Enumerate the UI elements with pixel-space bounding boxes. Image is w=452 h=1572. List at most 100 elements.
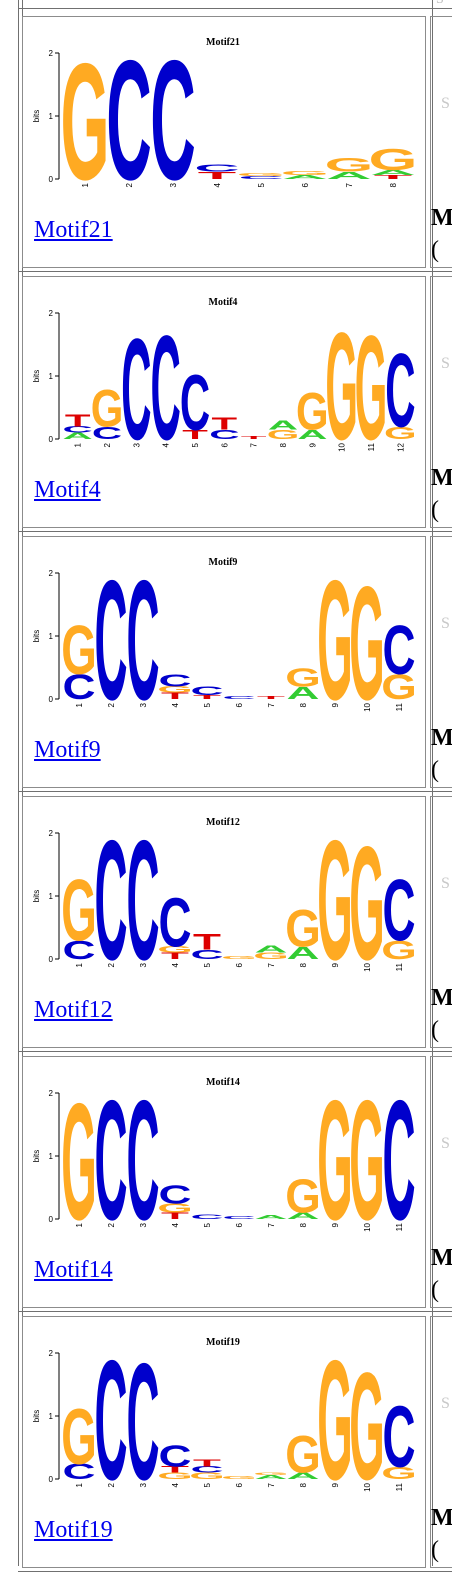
logo-letter: C (222, 695, 255, 700)
logo-letter: C (180, 360, 210, 447)
logo-letter: C (238, 175, 283, 180)
y-axis-label: bits (32, 110, 41, 122)
logo-letter: G (61, 861, 97, 959)
logo-letter: G (221, 955, 257, 960)
row-divider (18, 271, 452, 272)
motif-row: Motif14 2 1 0 bits G 1 C 2 C 3 T G C 4 C 5 C 6 A 7 A G 8 G 9 G 10 C 1… (18, 1052, 452, 1312)
y-tick-label: 1 (49, 1152, 54, 1161)
logo-letter: G (91, 380, 124, 439)
truncated-text: M (431, 465, 452, 491)
position-label: 3 (139, 962, 148, 967)
y-tick-label: 1 (49, 632, 54, 641)
y-axis-label: bits (32, 890, 41, 902)
logo-letter: G (157, 1201, 193, 1215)
logo-letter: C (106, 26, 151, 215)
logo-letter: C (190, 948, 223, 962)
side-glyph: S (441, 1395, 450, 1412)
logo-letter: C (382, 610, 415, 689)
motif-link[interactable]: Motif21 (34, 217, 113, 243)
y-tick-label: 1 (49, 112, 54, 121)
logo-letter: G (285, 1170, 321, 1223)
position-label: 4 (171, 962, 180, 967)
logo-letter: G (157, 1471, 193, 1481)
logo-letter: C (94, 1066, 127, 1255)
position-label: 9 (308, 442, 317, 447)
logo-letter: C (190, 1465, 223, 1475)
logo-letter: A (286, 1471, 319, 1481)
truncated-text: M (431, 205, 452, 231)
logo-letter: C (158, 1440, 191, 1474)
position-label: 4 (213, 182, 222, 187)
motif-link[interactable]: Motif14 (34, 1257, 113, 1283)
position-label: 5 (203, 1222, 212, 1227)
position-label: 3 (139, 1482, 148, 1487)
position-label: 2 (107, 1482, 116, 1487)
y-axis-label: bits (32, 630, 41, 642)
logo-letter: C (382, 861, 415, 959)
logo-letter: A (286, 1211, 319, 1221)
truncated-paren: ( (431, 497, 439, 523)
position-label: 2 (103, 442, 112, 447)
position-label: 11 (395, 962, 404, 971)
position-label: 3 (132, 442, 141, 447)
position-label: 3 (139, 1222, 148, 1227)
logo-letter: C (150, 26, 195, 215)
logo-letter: C (126, 1066, 159, 1255)
motif-link[interactable]: Motif9 (34, 737, 101, 763)
logo-letter: G (317, 1326, 353, 1515)
motif-link[interactable]: Motif4 (34, 477, 101, 503)
position-label: 11 (395, 1222, 404, 1231)
logo-letter: G (381, 1464, 417, 1483)
logo-letter: G (237, 172, 286, 177)
position-label: 8 (299, 1482, 308, 1487)
logo-letter: C (209, 427, 239, 442)
logo-letter: G (253, 1472, 289, 1476)
truncated-text: M (431, 725, 452, 751)
position-label: 2 (107, 962, 116, 967)
logo-letter: C (92, 423, 122, 443)
truncated-paren: ( (431, 237, 439, 263)
position-label: 9 (331, 962, 340, 967)
truncated-text: M (431, 1245, 452, 1271)
logo-letter: T (241, 435, 267, 440)
truncated-paren: ( (431, 1277, 439, 1303)
logo-letter: T (193, 1457, 221, 1469)
logo-letter: G (281, 171, 330, 177)
logo-letter: C (385, 332, 415, 449)
logo-letter: A (326, 169, 371, 181)
logo-letter: C (94, 1326, 127, 1515)
logo-letter: G (285, 899, 321, 958)
motif-link[interactable]: Motif12 (34, 997, 113, 1023)
y-tick-label: 1 (49, 1412, 54, 1421)
position-label: 10 (363, 962, 372, 971)
position-label: 8 (279, 442, 288, 447)
logo-letter: G (317, 1066, 353, 1255)
position-label: 4 (171, 1222, 180, 1227)
logo-letter: G (349, 1341, 385, 1512)
logo-letter: G (285, 1426, 321, 1485)
motif-logo-cell: Motif9 2 1 0 bits C G 1 C 2 C 3 T G C 4 T C 5 C 6 T 7 A G 8 G 9 G 10 G… (22, 536, 426, 788)
logo-letter: G (325, 154, 374, 176)
position-label: 2 (125, 182, 134, 187)
logo-letter: G (253, 951, 289, 961)
logo-letter: A (282, 174, 327, 180)
logo-letter: C (190, 685, 223, 699)
motif-row: Motif12 2 1 0 bits C G 1 C 2 C 3 T G C 4 C T 5 G 6 G A 7 A G 8 G 9 G 1… (18, 792, 452, 1052)
logo-letter: G (381, 935, 417, 965)
y-axis-label: bits (32, 1150, 41, 1162)
table-left-border (18, 0, 19, 1566)
position-label: 6 (235, 1222, 244, 1227)
position-label: 10 (338, 442, 347, 451)
position-label: 5 (257, 182, 266, 187)
position-label: 10 (363, 702, 372, 711)
logo-letter: G (381, 667, 417, 707)
position-label: 1 (75, 962, 84, 967)
motif-row: Motif21 2 1 0 bits G 1 C 2 C 3 T C 4 C G 5 A G 6 A G 7 T A G 8 Moti… (18, 12, 452, 272)
logo-letter: C (94, 806, 127, 995)
motif-link[interactable]: Motif19 (34, 1517, 113, 1543)
